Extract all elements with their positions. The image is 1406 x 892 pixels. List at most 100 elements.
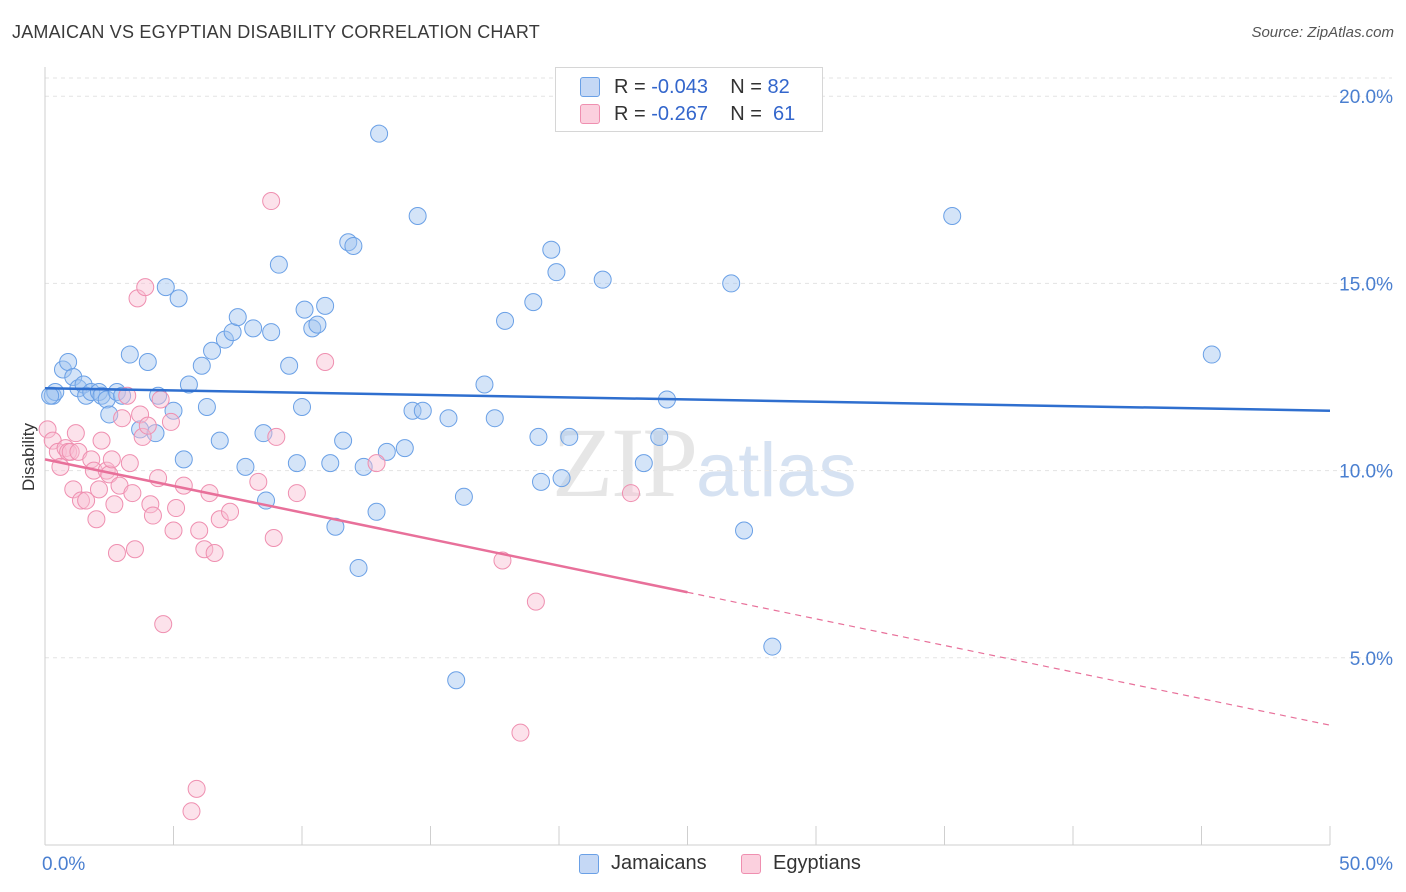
legend-swatch-egyptians (741, 853, 761, 874)
trendline-jamaicans (44, 386, 1331, 412)
legend-label-egyptians: Egyptians (773, 852, 861, 874)
point-egyptians (526, 592, 545, 611)
point-jamaicans (138, 353, 157, 372)
point-egyptians (92, 431, 111, 450)
point-jamaicans (344, 236, 363, 255)
point-egyptians (61, 442, 80, 461)
point-jamaicans (377, 442, 396, 461)
point-egyptians (143, 506, 162, 525)
point-jamaicans (634, 454, 653, 473)
point-jamaicans (454, 487, 473, 506)
point-egyptians (102, 450, 121, 469)
point-jamaicans (280, 356, 299, 375)
point-jamaicans (316, 296, 335, 315)
point-jamaicans (295, 300, 314, 319)
point-jamaicans (179, 375, 198, 394)
legend-row-egyptians: R = -0.267 N = 61 (580, 101, 795, 127)
legend-item-egyptians: Egyptians (741, 852, 861, 875)
point-egyptians (120, 454, 139, 473)
point-jamaicans (120, 345, 139, 364)
point-egyptians (136, 278, 155, 297)
point-egyptians (221, 502, 240, 521)
point-egyptians (133, 427, 152, 446)
point-jamaicans (113, 386, 132, 405)
legend-row-jamaicans: R = -0.043 N = 82 (580, 74, 790, 100)
point-jamaicans (64, 368, 83, 387)
point-jamaicans (413, 401, 432, 420)
point-jamaicans (174, 450, 193, 469)
point-jamaicans (439, 409, 458, 428)
point-egyptians (154, 615, 173, 634)
point-egyptians (161, 412, 180, 431)
point-egyptians (71, 491, 90, 510)
point-egyptians (262, 192, 281, 211)
point-egyptians (493, 551, 512, 570)
point-jamaicans (228, 308, 247, 327)
point-jamaicans (593, 270, 612, 289)
point-egyptians (287, 484, 306, 503)
point-egyptians (182, 802, 201, 821)
series-legend: Jamaicans Egyptians (0, 852, 1406, 878)
point-egyptians (210, 510, 229, 529)
point-jamaicans (169, 289, 188, 308)
point-egyptians (113, 409, 132, 428)
point-jamaicans (650, 427, 669, 446)
point-egyptians (195, 540, 214, 559)
point-egyptians (118, 386, 137, 405)
y-tick-label: 10.0% (1339, 462, 1393, 483)
point-jamaicans (41, 386, 60, 405)
point-jamaicans (308, 315, 327, 334)
point-egyptians (87, 510, 106, 529)
legend-swatch-egyptians (580, 104, 600, 124)
legend-label-jamaicans: Jamaicans (611, 852, 707, 874)
point-jamaicans (1202, 345, 1221, 364)
point-jamaicans (367, 502, 386, 521)
legend-n-value: 61 (773, 102, 796, 125)
point-egyptians (249, 472, 268, 491)
point-egyptians (107, 543, 126, 562)
trendline-dashed-egyptians (687, 591, 1331, 726)
point-egyptians (264, 528, 283, 547)
point-jamaicans (722, 274, 741, 293)
point-egyptians (89, 480, 108, 499)
point-egyptians (77, 491, 96, 510)
legend-r-label: R = (614, 75, 646, 98)
point-jamaicans (223, 323, 242, 342)
stats-legend: R = -0.043 N = 82 R = -0.267 N = 61 (555, 67, 823, 132)
point-jamaicans (215, 330, 234, 349)
point-jamaicans (97, 390, 116, 409)
point-jamaicans (59, 353, 78, 372)
point-jamaicans (552, 469, 571, 488)
point-jamaicans (529, 427, 548, 446)
y-tick-label: 20.0% (1339, 87, 1393, 108)
point-jamaicans (542, 240, 561, 259)
point-jamaicans (262, 323, 281, 342)
y-tick-label: 15.0% (1339, 274, 1393, 295)
point-jamaicans (164, 401, 183, 420)
point-jamaicans (532, 472, 551, 491)
point-egyptians (187, 779, 206, 798)
point-jamaicans (244, 319, 263, 338)
point-jamaicans (287, 454, 306, 473)
point-jamaicans (321, 454, 340, 473)
y-axis-label: Disability (19, 422, 38, 491)
point-jamaicans (943, 207, 962, 226)
point-jamaicans (735, 521, 754, 540)
point-egyptians (316, 353, 335, 372)
point-jamaicans (763, 637, 782, 656)
point-egyptians (511, 723, 530, 742)
point-jamaicans (334, 431, 353, 450)
point-jamaicans (403, 401, 422, 420)
point-jamaicans (269, 255, 288, 274)
point-egyptians (621, 484, 640, 503)
legend-r-label: R = (614, 102, 646, 125)
legend-n-label: N = (730, 75, 762, 98)
point-jamaicans (524, 293, 543, 312)
x-tick-label-max: 50.0% (1339, 854, 1393, 875)
point-jamaicans (293, 397, 311, 416)
point-egyptians (267, 427, 286, 446)
point-egyptians (151, 390, 170, 409)
point-jamaicans (197, 397, 216, 416)
legend-swatch-jamaicans (579, 853, 599, 874)
